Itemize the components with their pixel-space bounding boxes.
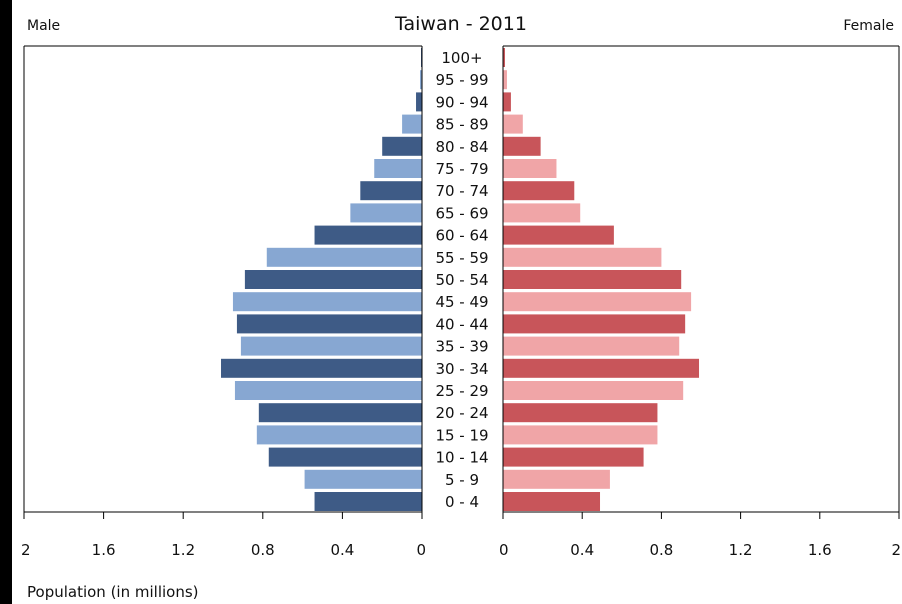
male-bar	[240, 336, 422, 356]
age-group-labels: 100+ 95 - 99 90 - 94 85 - 89 80 - 84 75 - 79 7…	[435, 49, 488, 511]
age-group-label: 20 - 24	[435, 404, 488, 422]
female-bar	[503, 159, 557, 178]
female-bar	[503, 270, 682, 289]
age-group-label: 90 - 94	[435, 93, 488, 111]
female-bar	[503, 48, 505, 67]
chart-background	[12, 0, 902, 604]
male-bar	[268, 447, 422, 467]
age-group-label: 40 - 44	[435, 315, 488, 333]
female-bar	[503, 469, 610, 489]
age-group-label: 80 - 84	[435, 138, 488, 156]
female-x-tick-label: 0.8	[649, 541, 673, 559]
male-bars	[221, 48, 422, 511]
age-group-label: 5 - 9	[445, 471, 479, 489]
male-bar	[350, 203, 422, 223]
age-group-label: 100+	[441, 49, 482, 67]
age-group-label: 65 - 69	[435, 204, 488, 222]
male-bar	[416, 92, 422, 112]
female-bar	[503, 203, 581, 223]
female-x-tick-label: 1.6	[808, 541, 832, 559]
male-bar	[382, 136, 422, 156]
age-group-label: 45 - 49	[435, 293, 488, 311]
female-bar	[503, 492, 601, 511]
male-bar	[221, 358, 422, 378]
male-bar	[402, 114, 422, 134]
female-bar	[503, 403, 658, 423]
male-x-tick-label: 0.8	[251, 541, 275, 559]
male-x-tick-label: 0	[416, 541, 426, 559]
female-bar	[503, 114, 523, 134]
chart-title: Taiwan - 2011	[394, 13, 527, 35]
male-x-tick-label: 2	[21, 541, 31, 559]
x-axis-title: Population (in millions)	[27, 583, 199, 601]
age-group-label: 15 - 19	[435, 426, 488, 444]
male-bar	[314, 492, 422, 511]
male-bar	[244, 270, 422, 289]
age-group-label: 55 - 59	[435, 249, 488, 267]
male-x-tick-label: 1.2	[171, 541, 195, 559]
female-x-tick-label: 0	[499, 541, 509, 559]
female-bar	[503, 292, 692, 312]
age-group-label: 10 - 14	[435, 449, 488, 467]
female-bar	[503, 336, 680, 356]
female-bar	[503, 181, 575, 201]
female-x-ticks: 0 0.4 0.8 1.2 1.6 2	[499, 512, 901, 559]
female-bar	[503, 447, 644, 467]
female-bar	[503, 70, 507, 90]
female-bar	[503, 314, 686, 334]
female-bar	[503, 381, 684, 400]
male-bar	[236, 314, 422, 334]
female-bar	[503, 92, 511, 112]
female-bar	[503, 136, 541, 156]
male-bar	[232, 292, 422, 312]
male-x-tick-label: 1.6	[92, 541, 116, 559]
female-x-tick-label: 2	[891, 541, 901, 559]
male-x-tick-label: 0.4	[330, 541, 354, 559]
male-bar	[314, 225, 422, 245]
male-bar	[256, 425, 422, 445]
age-group-label: 35 - 39	[435, 338, 488, 356]
age-group-label: 95 - 99	[435, 71, 488, 89]
male-bar	[374, 159, 422, 178]
age-group-label: 0 - 4	[445, 493, 479, 511]
female-bar	[503, 358, 700, 378]
male-x-ticks: 0 0.4 0.8 1.2 1.6 2	[21, 512, 426, 559]
male-bar	[266, 247, 422, 267]
female-bar	[503, 425, 658, 445]
age-group-label: 75 - 79	[435, 160, 488, 178]
male-label: Male	[27, 18, 60, 34]
age-group-label: 70 - 74	[435, 182, 488, 200]
male-bar	[360, 181, 422, 201]
male-bar	[304, 469, 422, 489]
age-group-label: 85 - 89	[435, 116, 488, 134]
age-group-label: 60 - 64	[435, 227, 488, 245]
male-bar	[234, 381, 422, 400]
female-bar	[503, 247, 662, 267]
female-x-tick-label: 0.4	[570, 541, 594, 559]
male-bar	[258, 403, 422, 423]
age-group-label: 30 - 34	[435, 360, 488, 378]
male-bar	[420, 70, 422, 90]
female-label: Female	[843, 18, 894, 34]
age-group-label: 25 - 29	[435, 382, 488, 400]
female-bars	[503, 48, 700, 511]
female-bar	[503, 225, 614, 245]
female-x-tick-label: 1.2	[729, 541, 753, 559]
age-group-label: 50 - 54	[435, 271, 488, 289]
